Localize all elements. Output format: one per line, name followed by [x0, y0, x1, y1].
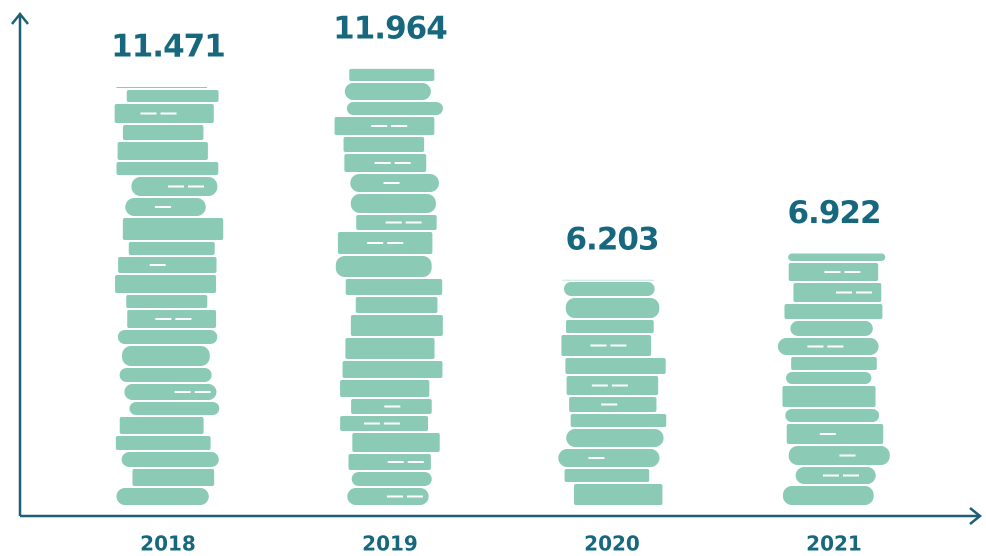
book: [784, 304, 882, 319]
book: [126, 295, 207, 308]
book: [115, 275, 216, 293]
book: [338, 232, 432, 254]
x-tick-label: 2018: [140, 532, 196, 556]
book: [129, 242, 215, 255]
book: [562, 280, 655, 281]
book: [127, 310, 216, 328]
book: [345, 83, 431, 100]
book: [349, 69, 434, 81]
book: [123, 218, 223, 240]
book-stack: [335, 69, 443, 505]
book: [566, 298, 660, 318]
book: [356, 297, 438, 313]
book: [782, 386, 875, 407]
book: [351, 194, 436, 213]
book: [558, 449, 659, 467]
book: [340, 380, 429, 397]
book-stack: [558, 280, 666, 505]
value-label: 6.922: [787, 195, 880, 231]
book: [788, 254, 885, 261]
book: [129, 402, 219, 415]
value-label: 11.471: [111, 28, 225, 64]
book: [116, 87, 207, 88]
book: [345, 338, 434, 359]
book: [347, 102, 443, 115]
book: [574, 484, 662, 505]
book: [120, 368, 212, 382]
book: [791, 357, 877, 370]
book: [123, 125, 204, 140]
book: [565, 469, 650, 482]
value-label: 11.964: [333, 10, 447, 46]
book: [790, 321, 872, 336]
book: [116, 162, 218, 175]
book: [571, 414, 667, 427]
x-tick-label: 2019: [362, 532, 418, 556]
book-stack: [115, 87, 224, 505]
book: [116, 436, 211, 450]
book: [132, 469, 214, 486]
book: [352, 433, 439, 452]
book: [127, 90, 219, 102]
book: [566, 429, 663, 447]
book: [785, 409, 879, 422]
book: [343, 361, 443, 378]
value-label: 6.203: [565, 221, 658, 257]
book: [122, 452, 219, 467]
book: [346, 279, 443, 295]
book: [344, 137, 425, 152]
book: [786, 372, 871, 384]
book: [118, 142, 208, 160]
book: [118, 330, 217, 344]
book: [116, 488, 208, 505]
book: [352, 472, 432, 486]
book: [351, 315, 443, 336]
book: [122, 346, 210, 366]
book-stack: [778, 254, 890, 505]
book: [783, 486, 874, 505]
chart: 2018 11.471 2019 11.964 2020 6.203 2021 6.922: [0, 0, 986, 556]
book: [118, 257, 216, 273]
book: [789, 446, 890, 465]
book: [565, 358, 665, 374]
book: [566, 320, 654, 333]
book: [120, 417, 204, 434]
book: [336, 256, 432, 277]
book: [564, 282, 655, 296]
x-tick-label: 2021: [806, 532, 862, 556]
x-tick-label: 2020: [584, 532, 640, 556]
